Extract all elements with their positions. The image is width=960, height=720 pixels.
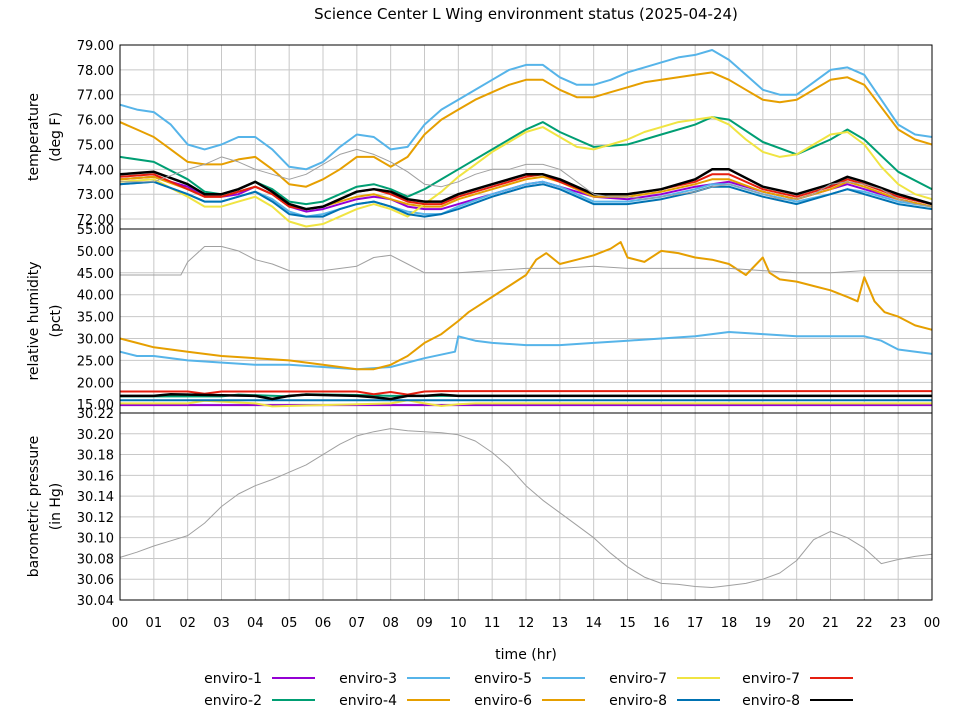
chart-panels: 72.00 73.00 74.00 75.00 76.00 77.00 78.00 79.00… <box>26 39 940 631</box>
y-tick-label: 25.00 <box>77 354 114 369</box>
x-tick-label: 23 <box>890 616 907 631</box>
x-tick-label: 13 <box>552 616 569 631</box>
legend-item: enviro-8 <box>742 693 853 709</box>
legend-item: enviro-4 <box>339 693 450 709</box>
x-tick-label: 00 <box>112 616 129 631</box>
x-tick-label: 18 <box>721 616 738 631</box>
y-tick-label: 40.00 <box>77 289 114 304</box>
x-tick-label: 01 <box>146 616 163 631</box>
series-line-enviro-5 <box>120 331 932 371</box>
series-line-indoor <box>120 246 932 276</box>
x-tick-label: 20 <box>788 616 805 631</box>
legend-label: enviro-5 <box>474 671 532 687</box>
panel-2: 15.00 20.00 25.00 30.00 35.00 40.00 45.00 50.00… <box>26 223 933 414</box>
x-tick-label: 07 <box>349 616 366 631</box>
y-tick-label: 15.00 <box>77 398 114 413</box>
panel-3: 30.04 30.06 30.08 30.10 30.12 30.14 30.16 30.18… <box>26 407 933 609</box>
x-tick-label: 02 <box>179 616 196 631</box>
x-tick-label: 09 <box>416 616 433 631</box>
x-tick-label: 21 <box>822 616 839 631</box>
chart-legend: enviro-1 enviro-2 enviro-3 enviro-4 enviro-5… <box>0 671 853 709</box>
legend-label: enviro-1 <box>204 671 262 687</box>
series-line-enviro-8 <box>120 180 932 218</box>
legend-label: enviro-7 <box>609 671 667 687</box>
y-tick-label: 30.12 <box>77 511 114 526</box>
x-tick-label: 03 <box>213 616 230 631</box>
legend-item: enviro-6 <box>474 693 585 709</box>
y-tick-label: 55.00 <box>77 223 114 238</box>
series-line-enviro-7 <box>120 116 932 228</box>
series-line-enviro-7 <box>120 390 932 396</box>
y-tick-label: 73.00 <box>77 188 114 203</box>
series-line-enviro-5 <box>120 49 932 171</box>
y-tick-label: 30.22 <box>77 407 114 422</box>
x-tick-label: 05 <box>281 616 298 631</box>
chart-title: Science Center L Wing environment status… <box>314 5 738 23</box>
y-tick-label: 30.16 <box>77 469 114 484</box>
series-line-enviro-8 <box>120 392 932 401</box>
series-line-enviro-8 <box>120 168 932 211</box>
y-tick-label: 79.00 <box>77 39 114 54</box>
y-tick-label: 50.00 <box>77 245 114 260</box>
y-tick-label: 30.00 <box>77 333 114 348</box>
legend-label: enviro-2 <box>204 693 262 709</box>
legend-label: enviro-8 <box>609 693 667 709</box>
legend-label: enviro-3 <box>339 671 397 687</box>
y-tick-label: 72.00 <box>77 213 114 228</box>
x-tick-label: 08 <box>382 616 399 631</box>
y-tick-label: 75.00 <box>77 138 114 153</box>
x-tick-label: 14 <box>585 616 602 631</box>
y-tick-label: 30.04 <box>77 594 114 609</box>
x-tick-label: 15 <box>619 616 636 631</box>
y-tick-label: 74.00 <box>77 163 114 178</box>
y-axis-label: relative humidity (pct) <box>26 261 64 380</box>
panel-1: 72.00 73.00 74.00 75.00 76.00 77.00 78.00 79.00… <box>26 39 933 230</box>
legend-label: enviro-7 <box>742 671 800 687</box>
y-tick-label: 30.14 <box>77 490 114 505</box>
y-tick-label: 30.20 <box>77 428 114 443</box>
y-tick-label: 35.00 <box>77 311 114 326</box>
x-tick-label: 04 <box>247 616 264 631</box>
y-tick-label: 76.00 <box>77 114 114 129</box>
legend-item: enviro-8 <box>609 693 720 709</box>
legend-item: enviro-2 <box>204 693 315 709</box>
legend-item: enviro-1 <box>204 671 315 687</box>
legend-item: enviro-7 <box>742 671 853 687</box>
panel-frame <box>119 412 933 601</box>
series-line-indoor <box>120 148 932 208</box>
y-tick-label: 45.00 <box>77 267 114 282</box>
legend-item: enviro-7 <box>609 671 720 687</box>
x-tick-label: 19 <box>755 616 772 631</box>
y-tick-label: 30.08 <box>77 552 114 567</box>
x-tick-label: 22 <box>856 616 873 631</box>
legend-label: enviro-4 <box>339 693 397 709</box>
series-line-enviro-6 <box>120 241 932 371</box>
y-tick-label: 77.00 <box>77 89 114 104</box>
y-axis-label: temperature (deg F) <box>26 93 64 181</box>
y-tick-label: 30.18 <box>77 449 114 464</box>
y-tick-label: 30.10 <box>77 532 114 547</box>
x-tick-label: 00 <box>924 616 941 631</box>
series-line-enviro-7 <box>120 173 932 211</box>
y-tick-label: 20.00 <box>77 376 114 391</box>
legend-item: enviro-3 <box>339 671 450 687</box>
y-axis-label: barometric pressure (in Hg) <box>26 436 64 577</box>
x-tick-label: 12 <box>518 616 535 631</box>
y-tick-label: 30.06 <box>77 573 114 588</box>
x-tick-label: 16 <box>653 616 670 631</box>
x-tick-label: 17 <box>687 616 704 631</box>
x-tick-label: 06 <box>315 616 332 631</box>
legend-item: enviro-5 <box>474 671 585 687</box>
y-tick-label: 78.00 <box>77 64 114 79</box>
series-line-enviro-6 <box>120 71 932 188</box>
x-tick-label: 10 <box>450 616 467 631</box>
series-line-indoor <box>120 428 932 588</box>
x-axis-label: time (hr) <box>495 647 557 663</box>
legend-label: enviro-8 <box>742 693 800 709</box>
x-tick-label: 11 <box>484 616 501 631</box>
legend-label: enviro-6 <box>474 693 532 709</box>
